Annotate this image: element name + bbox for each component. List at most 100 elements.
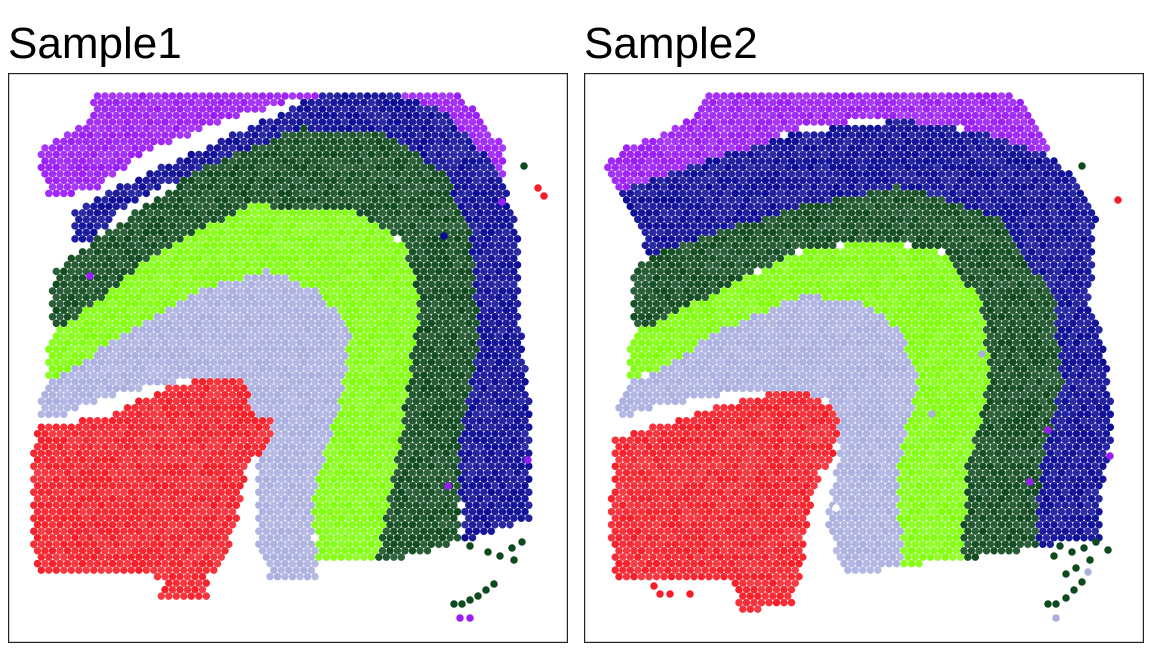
spot [123, 429, 132, 438]
spot [71, 546, 79, 555]
spot [483, 494, 492, 503]
spot [82, 397, 91, 406]
spot [401, 365, 409, 373]
spot [405, 267, 413, 276]
spot [386, 455, 394, 464]
spot [348, 196, 357, 204]
spot [333, 209, 342, 217]
stray-spot [508, 544, 516, 552]
spot [795, 118, 803, 126]
spot [847, 92, 856, 100]
spot [472, 306, 481, 315]
spot [375, 423, 383, 431]
spot [236, 300, 244, 308]
spot [345, 319, 353, 328]
spot [108, 468, 117, 477]
spot [183, 559, 192, 568]
spot [142, 267, 151, 276]
spot [82, 319, 91, 328]
spot [183, 481, 192, 490]
spot [97, 176, 106, 185]
spot [315, 254, 323, 263]
spot [210, 332, 218, 341]
spot [333, 144, 342, 152]
spot [86, 378, 94, 386]
spot [112, 371, 121, 380]
spot [315, 410, 323, 419]
spot [228, 352, 237, 360]
spot [461, 417, 469, 425]
spot [255, 176, 263, 185]
spot [221, 507, 229, 516]
spot [739, 111, 747, 120]
spot [393, 429, 402, 438]
spot [333, 118, 342, 126]
spot [247, 241, 256, 250]
spot [180, 475, 188, 483]
spot [176, 365, 184, 373]
spot [213, 442, 222, 451]
spot [311, 235, 319, 243]
spot [202, 215, 211, 224]
spot [746, 98, 755, 107]
spot [195, 124, 203, 133]
spot [435, 475, 443, 483]
spot [476, 326, 484, 334]
spot [240, 241, 248, 250]
spot [337, 358, 346, 367]
spot [352, 410, 361, 419]
spot [360, 332, 368, 341]
spot [994, 150, 1002, 159]
spot [210, 111, 218, 120]
spot [622, 157, 631, 165]
spot [513, 339, 522, 347]
spot [285, 527, 293, 535]
spot [251, 404, 259, 412]
spot [213, 92, 222, 100]
spot [333, 481, 342, 490]
spot [112, 345, 121, 354]
spot [135, 228, 143, 237]
spot [281, 170, 289, 178]
spot [352, 384, 361, 393]
spot [322, 319, 331, 328]
spot [476, 196, 484, 204]
spot [461, 300, 469, 308]
spot [975, 144, 983, 152]
spot [408, 313, 417, 321]
spot [165, 449, 173, 457]
spot [75, 332, 83, 341]
spot [337, 241, 346, 250]
spot [277, 475, 286, 483]
spot [506, 339, 514, 347]
spot [210, 462, 218, 470]
spot [345, 176, 353, 185]
spot [240, 475, 248, 483]
spot [682, 118, 691, 126]
spot [438, 339, 447, 347]
spot [183, 429, 192, 438]
spot [480, 449, 488, 457]
spot [258, 196, 267, 204]
spot [146, 559, 154, 568]
spot [288, 417, 297, 425]
spot [90, 163, 98, 172]
spot [356, 365, 364, 373]
spot [472, 501, 481, 509]
spot [810, 157, 818, 165]
spot [371, 339, 379, 347]
spot [356, 520, 364, 529]
spot [337, 462, 346, 470]
spot [172, 241, 181, 250]
spot [326, 274, 334, 282]
spot [498, 183, 507, 191]
spot [765, 118, 773, 126]
spot [378, 196, 387, 204]
spot [157, 215, 166, 224]
spot [375, 189, 383, 198]
spot [258, 365, 267, 373]
spot [82, 254, 91, 263]
spot [724, 163, 732, 172]
stray-spot [466, 614, 474, 622]
spot [127, 332, 136, 341]
